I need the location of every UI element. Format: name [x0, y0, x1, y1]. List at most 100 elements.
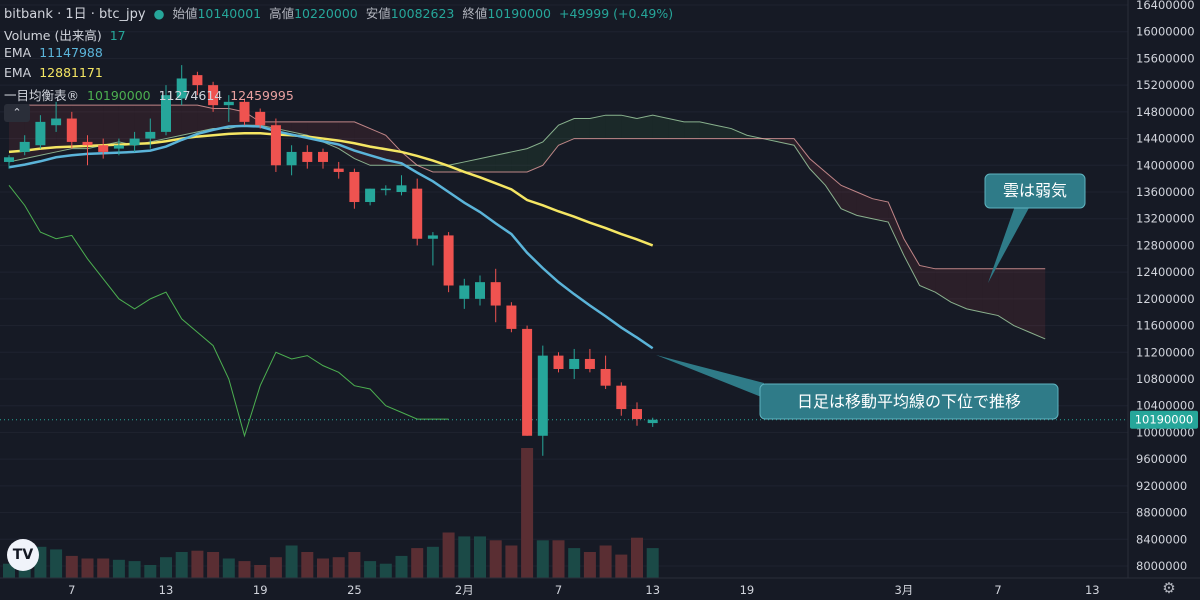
- cloud-segment: [809, 158, 826, 186]
- cloud-segment: [825, 171, 842, 209]
- volume-bar: [379, 563, 392, 578]
- cloud-segment: [432, 165, 449, 172]
- y-tick-label: 9200000: [1136, 479, 1187, 493]
- x-tick-label: 25: [347, 583, 362, 597]
- ichimoku-legend[interactable]: 一目均衡表® 10190000 11274614 12459995: [4, 85, 298, 104]
- gear-icon[interactable]: ⚙: [1162, 579, 1176, 597]
- last-price-label: 10190000: [1135, 413, 1194, 427]
- cloud-segment: [213, 108, 229, 129]
- cloud-segment: [574, 118, 590, 139]
- candle-body: [553, 355, 564, 369]
- candle-body: [412, 188, 423, 239]
- cloud-segment: [668, 118, 685, 139]
- cloud-segment: [480, 155, 496, 172]
- volume-bar: [238, 561, 251, 578]
- candle-body: [506, 305, 517, 329]
- x-tick-label: 3月: [894, 583, 913, 597]
- volume-bar: [615, 554, 628, 578]
- candle-body: [475, 282, 485, 299]
- volume-bar: [348, 552, 361, 578]
- cloud-segment: [903, 238, 920, 286]
- cloud-segment: [966, 268, 983, 313]
- volume-bar: [144, 565, 157, 578]
- cloud-segment: [589, 115, 606, 139]
- cloud-segment: [621, 115, 637, 139]
- cloud-segment: [527, 141, 543, 172]
- y-tick-label: 12400000: [1136, 265, 1195, 279]
- volume-bar: [505, 545, 518, 578]
- candle-body: [19, 141, 30, 152]
- ema1-value: 11147988: [39, 45, 103, 60]
- candle-body: [522, 328, 533, 436]
- y-tick-label: 14800000: [1136, 105, 1195, 119]
- candle-body: [349, 171, 360, 203]
- high-label: 高値: [269, 6, 295, 21]
- candle-body: [302, 151, 313, 162]
- candle-body: [255, 111, 266, 126]
- x-axis[interactable]: 7 13 19 25 2月 7 13 19 3月 7 13: [0, 577, 1200, 597]
- ema1-legend[interactable]: EMA 11147988: [4, 45, 107, 60]
- cloud-segment: [1013, 268, 1030, 333]
- y-tick-label: 12800000: [1136, 238, 1195, 252]
- volume-bar: [65, 555, 78, 578]
- chevron-up-icon[interactable]: ⌃: [4, 104, 30, 122]
- candle-body: [380, 188, 391, 191]
- annotations[interactable]: 雲は弱気 日足は移動平均線の下位で推移: [656, 173, 1086, 420]
- y-tick-label: 10000000: [1136, 425, 1195, 439]
- symbol-header[interactable]: bitbank · 1日 · btc_jpy ● 始値10140001 高値10…: [4, 3, 677, 22]
- cloud-segment: [856, 192, 873, 219]
- ema1-label: EMA: [4, 45, 32, 60]
- cloud-segment: [951, 268, 967, 309]
- volume-bar: [301, 552, 314, 578]
- change-value: +49999 (+0.49%): [558, 6, 674, 21]
- cloud-segment: [511, 148, 528, 172]
- tradingview-logo-icon[interactable]: TV: [7, 539, 39, 571]
- y-tick-label: 11600000: [1136, 319, 1195, 333]
- cloud-segment: [841, 185, 857, 216]
- cloud-segment: [731, 128, 747, 139]
- y-axis[interactable]: 16400000 16000000 15600000 15200000 14800000…: [1127, 0, 1198, 578]
- candle-body: [66, 118, 77, 142]
- y-tick-label: 12000000: [1136, 292, 1195, 306]
- symbol-title[interactable]: bitbank · 1日 · btc_jpy: [4, 7, 146, 22]
- volume-bar: [474, 536, 486, 578]
- open-label: 始値: [172, 6, 198, 21]
- cloud-segment: [982, 268, 999, 316]
- cloud-segment: [872, 198, 889, 223]
- candle-body: [239, 101, 250, 122]
- cloud-segment: [684, 121, 700, 139]
- ema2-legend[interactable]: EMA 12881171: [4, 65, 107, 80]
- volume-bar: [552, 540, 565, 578]
- close-label: 終値: [462, 6, 488, 21]
- cloud-segment: [778, 138, 794, 146]
- x-tick-label: 7: [555, 583, 562, 597]
- x-tick-label: 19: [740, 583, 755, 597]
- candle-body: [129, 138, 140, 146]
- callout-text: 雲は弱気: [1003, 181, 1067, 200]
- candle-body: [176, 78, 187, 99]
- candles[interactable]: [4, 65, 658, 456]
- volume-legend[interactable]: Volume (出来高) 17: [4, 25, 130, 44]
- callout-cloud-bearish[interactable]: 雲は弱気: [984, 173, 1086, 283]
- candle-body: [443, 235, 454, 286]
- volume-bar: [536, 540, 549, 578]
- indicator-lines: [0, 124, 1128, 438]
- cloud-segment: [652, 115, 669, 139]
- cloud-segment: [794, 138, 810, 169]
- candle-body: [208, 85, 219, 106]
- candle-body: [318, 151, 328, 162]
- open-value: 10140001: [197, 6, 262, 21]
- volume-bar: [489, 540, 502, 578]
- candle-body: [333, 168, 344, 172]
- volume-bar: [364, 561, 377, 578]
- cloud-segment: [1029, 268, 1046, 339]
- cloud-segment: [197, 105, 214, 132]
- ichimoku-value-1: 10190000: [87, 88, 151, 103]
- x-tick-label: 19: [253, 583, 268, 597]
- candle-body: [98, 145, 109, 152]
- y-tick-label: 8400000: [1136, 532, 1187, 546]
- callout-below-ma[interactable]: 日足は移動平均線の下位で推移: [656, 355, 1059, 420]
- volume-label: Volume (出来高): [4, 28, 102, 43]
- y-tick-label: 16000000: [1136, 25, 1195, 39]
